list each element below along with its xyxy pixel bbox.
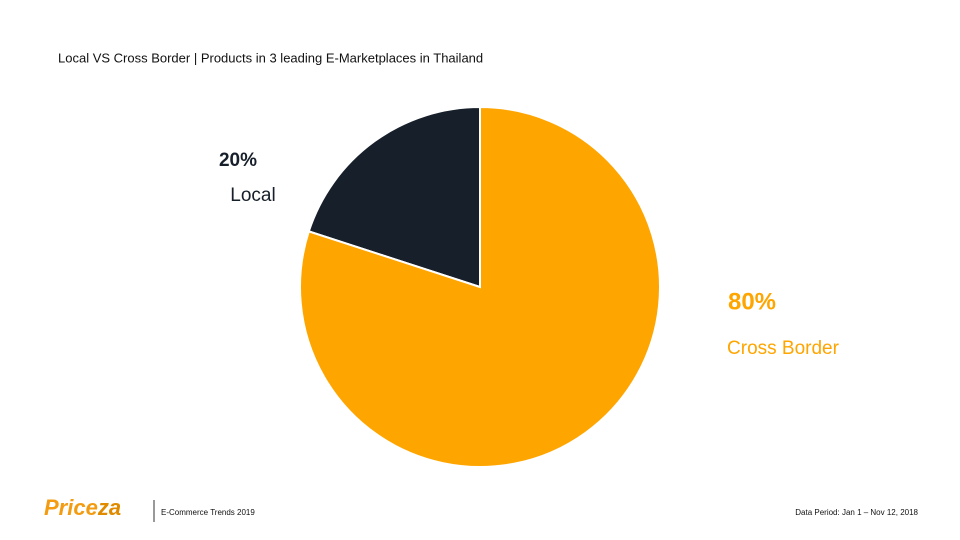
logo-part: za bbox=[97, 495, 121, 520]
pie-slice bbox=[307, 105, 481, 289]
pie-slice bbox=[299, 105, 661, 468]
data-period: Data Period: Jan 1 – Nov 12, 2018 bbox=[795, 508, 918, 517]
logo-part: Price bbox=[44, 495, 98, 520]
chart-title: Local VS Cross Border | Products in 3 le… bbox=[58, 50, 483, 65]
footer-caption: E-Commerce Trends 2019 bbox=[161, 508, 255, 517]
value-label: 80% bbox=[728, 288, 776, 315]
logo: Priceza bbox=[44, 495, 121, 520]
pie bbox=[299, 105, 661, 468]
category-label: Cross Border bbox=[727, 338, 840, 359]
category-label: Local bbox=[230, 185, 275, 206]
value-label: 20% bbox=[219, 150, 257, 171]
